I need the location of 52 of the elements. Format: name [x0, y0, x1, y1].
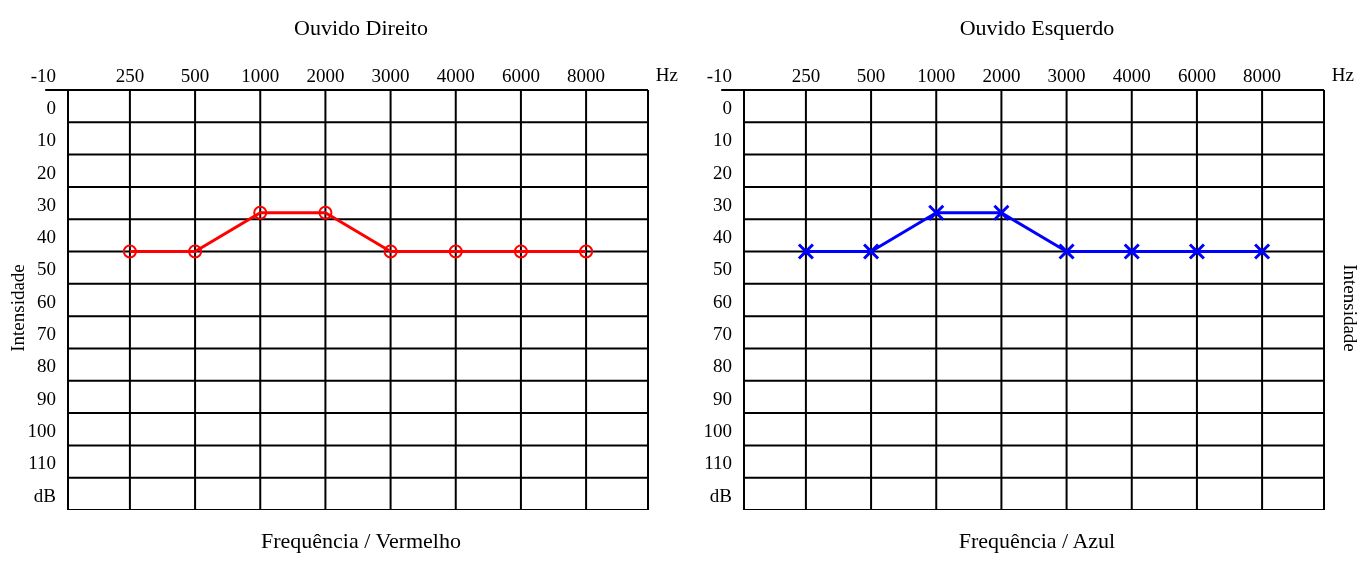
x-tick-label: 2000 [982, 65, 1021, 86]
x-tick-label: 3000 [371, 65, 410, 86]
y-tick-label: 10 [37, 129, 56, 151]
y-tick-label: 30 [37, 193, 56, 215]
x-tick-label: 4000 [1112, 65, 1151, 86]
y-tick-label: 90 [713, 387, 732, 409]
y-tick-label: -10 [30, 64, 56, 86]
y-tick-label: 70 [713, 323, 732, 345]
x-tick-label: 8000 [1243, 65, 1282, 86]
x-axis-title: Hz [655, 64, 678, 86]
x-tick-label: 2000 [306, 65, 345, 86]
x-tick-label: 250 [791, 65, 821, 86]
y-tick-label: 50 [713, 258, 732, 280]
x-tick-label: 500 [180, 65, 210, 86]
x-tick-label: 4000 [436, 65, 475, 86]
y-tick-label: 100 [703, 420, 732, 442]
y-tick-label: 40 [37, 226, 56, 248]
x-tick-label: 500 [856, 65, 886, 86]
y-tick-label: -10 [706, 64, 732, 86]
y-tick-label: 0 [46, 96, 56, 118]
y2-axis-title: Intensidade [1339, 264, 1361, 352]
y-tick-label: 80 [37, 355, 56, 377]
y-tick-label: 40 [713, 226, 732, 248]
x-tick-label: 1000 [241, 65, 280, 86]
x-tick-label: 250 [115, 65, 145, 86]
y-tick-label: 10 [713, 129, 732, 151]
y-tick-label: dB [33, 484, 56, 506]
y-tick-label: 60 [713, 290, 732, 312]
x-tick-label: 6000 [1177, 65, 1216, 86]
y-tick-label: 100 [27, 420, 56, 442]
text: Frequência / Vermelho [260, 528, 462, 554]
y-tick-label: 80 [713, 355, 732, 377]
y-tick-label: 110 [28, 452, 56, 474]
y-tick-label: 0 [722, 96, 732, 118]
chart-title: Ouvido Esquerdo [958, 14, 1116, 42]
y-tick-label: 20 [37, 161, 56, 183]
y-tick-label: 70 [37, 323, 56, 345]
x-tick-label: 6000 [501, 65, 540, 86]
y-axis-title: Intensidade [7, 264, 29, 352]
chart-title: Ouvido Direito [293, 14, 429, 42]
y-tick-label: 90 [37, 387, 56, 409]
y-tick-label: 110 [704, 452, 732, 474]
x-tick-label: 8000 [567, 65, 606, 86]
y-tick-label: dB [709, 484, 732, 506]
text: Frequência / Azul [957, 528, 1117, 554]
x-axis-title: Hz [1331, 64, 1354, 86]
x-tick-label: 1000 [917, 65, 956, 86]
y-tick-label: 20 [713, 161, 732, 183]
y-tick-label: 30 [713, 193, 732, 215]
x-tick-label: 3000 [1047, 65, 1086, 86]
y-tick-label: 50 [37, 258, 56, 280]
y-tick-label: 60 [37, 290, 56, 312]
